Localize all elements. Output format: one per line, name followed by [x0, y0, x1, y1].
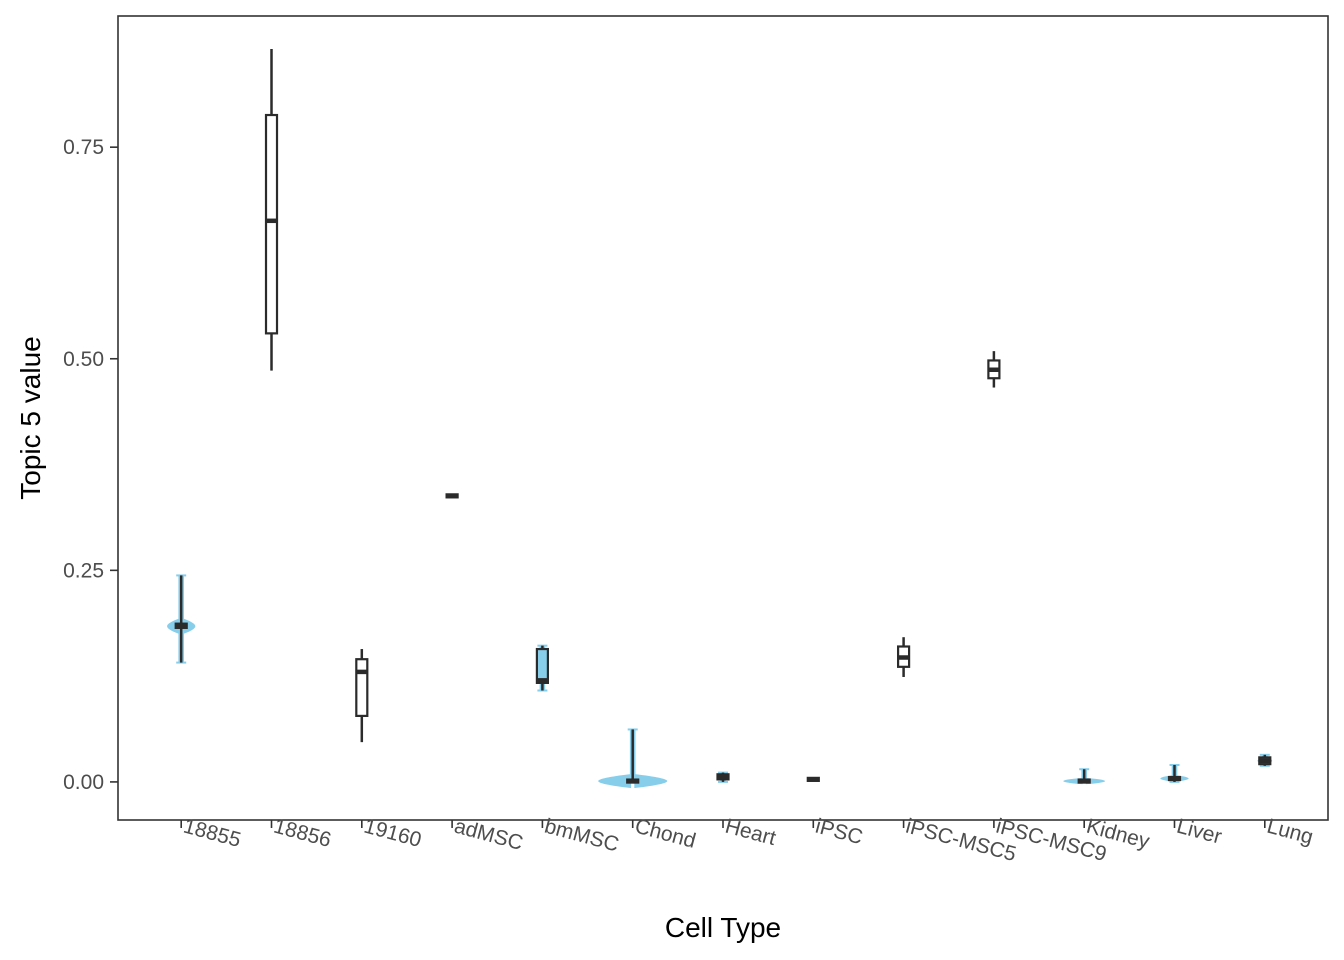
y-tick-label: 0.25	[63, 559, 104, 582]
box	[355, 658, 369, 718]
box	[535, 647, 550, 684]
y-tick-label: 0.00	[63, 771, 104, 794]
plot-panel	[118, 16, 1328, 820]
y-axis: 0.00 0.25 0.50 0.75	[63, 136, 118, 794]
y-tick-label: 0.50	[63, 348, 104, 371]
y-axis-title: Topic 5 value	[15, 336, 46, 499]
x-axis-title: Cell Type	[665, 912, 781, 943]
y-tick-label: 0.75	[63, 136, 104, 159]
x-tick-label: bmMSC	[542, 815, 621, 857]
x-axis: 18855 18856 19160 adMSC bmMSC Chond Heart iPSC i…	[180, 815, 1316, 866]
box-layer	[174, 49, 1272, 784]
box	[264, 113, 279, 335]
